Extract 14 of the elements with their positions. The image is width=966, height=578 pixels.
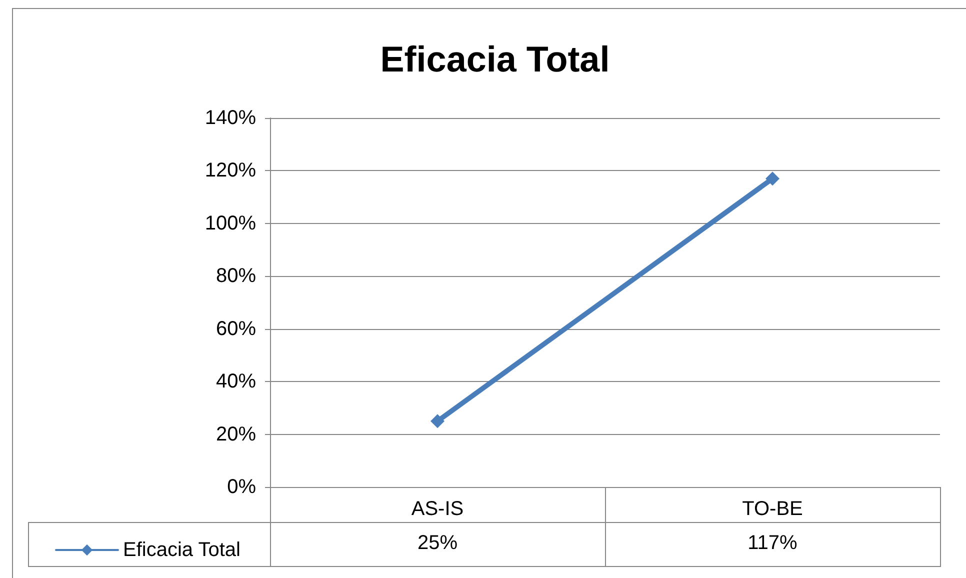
y-tick-label: 20% [216,423,256,446]
data-label: 25% [417,532,458,555]
x-tick-label: TO-BE [742,498,803,520]
data-label: 117% [748,532,798,555]
y-tick-label: 60% [216,318,256,340]
y-tick-label: 100% [204,212,256,234]
x-tick-label: AS-IS [411,498,464,520]
y-tick-label: 80% [216,265,256,288]
y-tick-label: 0% [227,476,256,498]
y-tick-label: 40% [216,370,256,393]
legend-label: Eficacia Total [123,539,240,561]
y-tick-label: 140% [204,107,256,129]
y-tick-label: 120% [204,160,256,182]
chart-title: Eficacia Total [380,38,610,80]
